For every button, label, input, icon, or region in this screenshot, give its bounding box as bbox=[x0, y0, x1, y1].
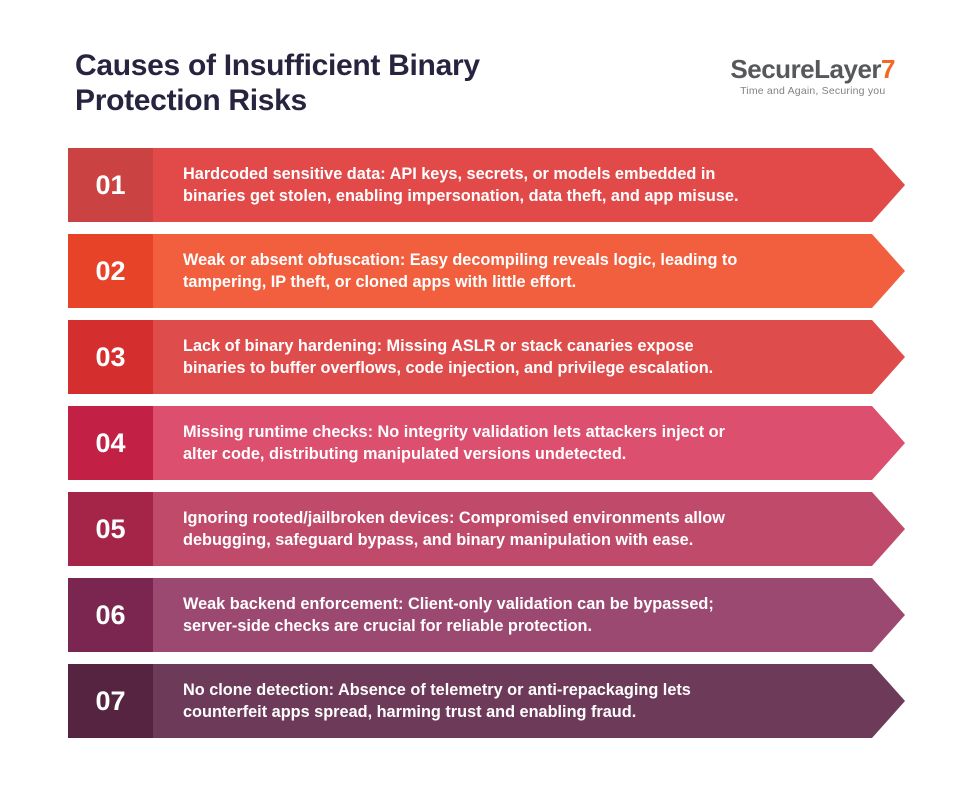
risk-item: 02 Weak or absent obfuscation: Easy deco… bbox=[68, 234, 905, 308]
logo-tagline: Time and Again, Securing you bbox=[740, 85, 886, 97]
risk-list: 01 Hardcoded sensitive data: API keys, s… bbox=[68, 148, 905, 738]
risk-item: 04 Missing runtime checks: No integrity … bbox=[68, 406, 905, 480]
page-title: Causes of Insufficient Binary Protection… bbox=[75, 49, 480, 117]
risk-item: 03 Lack of binary hardening: Missing ASL… bbox=[68, 320, 905, 394]
risk-text: Lack of binary hardening: Missing ASLR o… bbox=[183, 336, 714, 377]
risk-text: No clone detection: Absence of telemetry… bbox=[183, 680, 691, 721]
header: Causes of Insufficient Binary Protection… bbox=[75, 48, 895, 118]
risk-item: 06 Weak backend enforcement: Client-only… bbox=[68, 578, 905, 652]
risk-number: 05 bbox=[68, 492, 153, 566]
risk-text: Weak backend enforcement: Client-only va… bbox=[183, 594, 714, 635]
risk-number: 03 bbox=[68, 320, 153, 394]
risk-text: Hardcoded sensitive data: API keys, secr… bbox=[183, 164, 739, 205]
risk-number: 06 bbox=[68, 578, 153, 652]
logo-wordmark: SecureLayer7 bbox=[730, 56, 895, 82]
risk-text: Ignoring rooted/jailbroken devices: Comp… bbox=[183, 508, 725, 549]
risk-item: 01 Hardcoded sensitive data: API keys, s… bbox=[68, 148, 905, 222]
logo-brand-text: SecureLayer bbox=[730, 54, 882, 84]
risk-text: Weak or absent obfuscation: Easy decompi… bbox=[183, 250, 738, 291]
risk-item: 07 No clone detection: Absence of teleme… bbox=[68, 664, 905, 738]
logo-brand-accent: 7 bbox=[881, 54, 895, 84]
risk-number: 07 bbox=[68, 664, 153, 738]
risk-number: 01 bbox=[68, 148, 153, 222]
risk-number: 02 bbox=[68, 234, 153, 308]
risk-text: Missing runtime checks: No integrity val… bbox=[183, 422, 725, 463]
risk-item: 05 Ignoring rooted/jailbroken devices: C… bbox=[68, 492, 905, 566]
securelayer7-logo: SecureLayer7 Time and Again, Securing yo… bbox=[730, 56, 895, 97]
risk-number: 04 bbox=[68, 406, 153, 480]
